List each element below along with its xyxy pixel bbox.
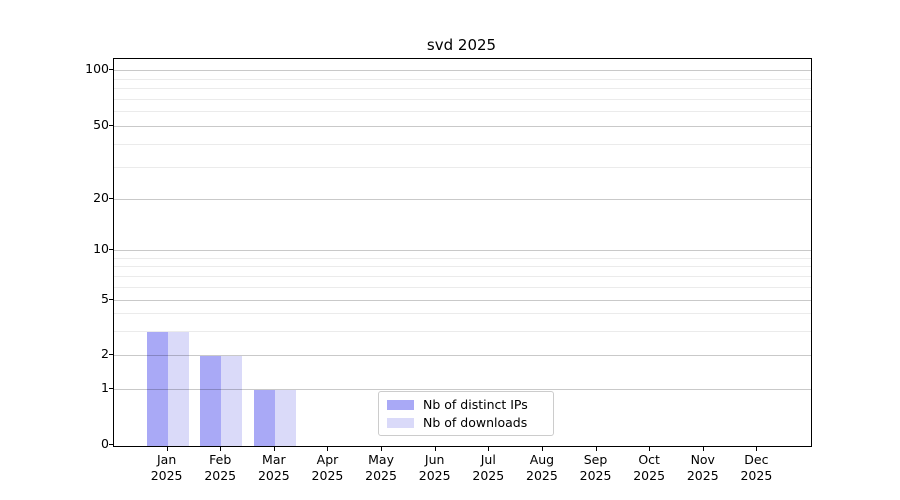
y-gridline-minor (114, 257, 811, 259)
bar-downloads (274, 390, 296, 446)
y-tick-mark (109, 198, 113, 199)
x-tick-label: May 2025 (351, 452, 411, 484)
x-tick-year: 2025 (472, 468, 505, 483)
x-tick-month: Dec (744, 452, 769, 467)
bar-distinct-ips (146, 331, 168, 446)
y-tick-mark (109, 388, 113, 389)
x-tick-year: 2025 (686, 468, 719, 483)
x-tick-mark (488, 446, 490, 451)
y-gridline-minor (114, 275, 811, 277)
y-tick-mark (109, 444, 113, 445)
x-tick-mark (273, 446, 275, 451)
y-gridline-minor (114, 330, 811, 332)
bar-distinct-ips (200, 356, 222, 446)
x-tick-label: Jul 2025 (458, 452, 518, 484)
x-tick-mark (595, 446, 597, 451)
x-tick-year: 2025 (311, 468, 344, 483)
x-tick-month: Jun (424, 452, 445, 467)
y-gridline-major (114, 300, 811, 301)
x-tick-month: May (368, 452, 394, 467)
y-tick-label: 2 (101, 346, 109, 361)
x-tick-month: Apr (316, 452, 339, 467)
y-gridline-major (114, 199, 811, 200)
x-tick-year: 2025 (365, 468, 397, 483)
x-tick-label: Aug 2025 (512, 452, 572, 484)
x-tick-year: 2025 (579, 468, 612, 483)
y-tick-label: 0 (101, 436, 109, 451)
legend-label-downloads: Nb of downloads (423, 415, 528, 430)
x-tick-year: 2025 (633, 468, 666, 483)
chart-title: svd 2025 (426, 36, 497, 54)
x-tick-year: 2025 (204, 468, 237, 483)
y-gridline-minor (114, 266, 811, 268)
y-gridline-minor (114, 78, 811, 80)
legend-swatch-distinct-ips (387, 399, 414, 410)
y-gridline-minor (114, 286, 811, 288)
y-gridline-minor (114, 313, 811, 315)
y-tick-mark (109, 69, 113, 70)
x-tick-mark (220, 446, 222, 451)
legend-swatch-downloads (387, 417, 414, 428)
x-tick-mark (649, 446, 651, 451)
y-tick-mark (109, 299, 113, 300)
x-tick-mark (381, 446, 383, 451)
y-gridline-minor (114, 166, 811, 168)
x-tick-mark (166, 446, 168, 451)
y-gridline-minor (114, 111, 811, 113)
x-tick-year: 2025 (526, 468, 558, 483)
x-tick-year: 2025 (418, 468, 451, 483)
x-tick-label: Sep 2025 (566, 452, 626, 484)
y-gridline-minor (114, 88, 811, 90)
x-tick-mark (327, 446, 329, 451)
x-tick-label: Jun 2025 (405, 452, 465, 484)
legend-entry-distinct-ips: Nb of distinct IPs (379, 397, 553, 412)
x-tick-month: Nov (690, 452, 715, 467)
legend-label-distinct-ips: Nb of distinct IPs (423, 397, 528, 412)
x-tick-mark (541, 446, 543, 451)
x-tick-year: 2025 (740, 468, 773, 483)
x-tick-label: Apr 2025 (297, 452, 357, 484)
y-gridline-minor (114, 98, 811, 100)
y-tick-label: 10 (93, 241, 109, 256)
x-tick-month: Feb (209, 452, 232, 467)
y-tick-label: 5 (101, 291, 109, 306)
y-gridline-major (114, 355, 811, 356)
x-tick-mark (702, 446, 704, 451)
y-gridline-major (114, 126, 811, 127)
x-tick-label: Dec 2025 (726, 452, 786, 484)
y-tick-mark (109, 354, 113, 355)
y-tick-mark (109, 249, 113, 250)
x-tick-month: Jul (480, 452, 496, 467)
y-tick-label: 20 (93, 190, 109, 205)
y-gridline-major (114, 70, 811, 71)
plot-area (113, 58, 812, 447)
x-tick-label: Nov 2025 (673, 452, 733, 484)
legend-entry-downloads: Nb of downloads (379, 415, 553, 430)
x-tick-mark (756, 446, 758, 451)
x-tick-year: 2025 (150, 468, 183, 483)
x-tick-label: Feb 2025 (190, 452, 250, 484)
x-tick-label: Mar 2025 (244, 452, 304, 484)
y-tick-label: 1 (101, 380, 109, 395)
y-tick-mark (109, 125, 113, 126)
x-tick-label: Jan 2025 (137, 452, 197, 484)
bar-distinct-ips (253, 390, 275, 446)
x-tick-mark (434, 446, 436, 451)
x-tick-label: Oct 2025 (619, 452, 679, 484)
x-tick-month: Aug (529, 452, 555, 467)
y-gridline-minor (114, 143, 811, 145)
x-tick-month: Sep (583, 452, 608, 467)
y-gridline-major (114, 389, 811, 390)
bar-downloads (167, 331, 189, 446)
y-tick-label: 50 (93, 117, 109, 132)
bar-downloads (221, 356, 243, 446)
legend: Nb of distinct IPs Nb of downloads (378, 391, 554, 436)
x-tick-month: Oct (638, 452, 660, 467)
y-tick-label: 100 (85, 61, 109, 76)
x-tick-month: Jan (156, 452, 177, 467)
x-tick-year: 2025 (257, 468, 290, 483)
y-gridline-major (114, 250, 811, 251)
x-tick-month: Mar (262, 452, 286, 467)
